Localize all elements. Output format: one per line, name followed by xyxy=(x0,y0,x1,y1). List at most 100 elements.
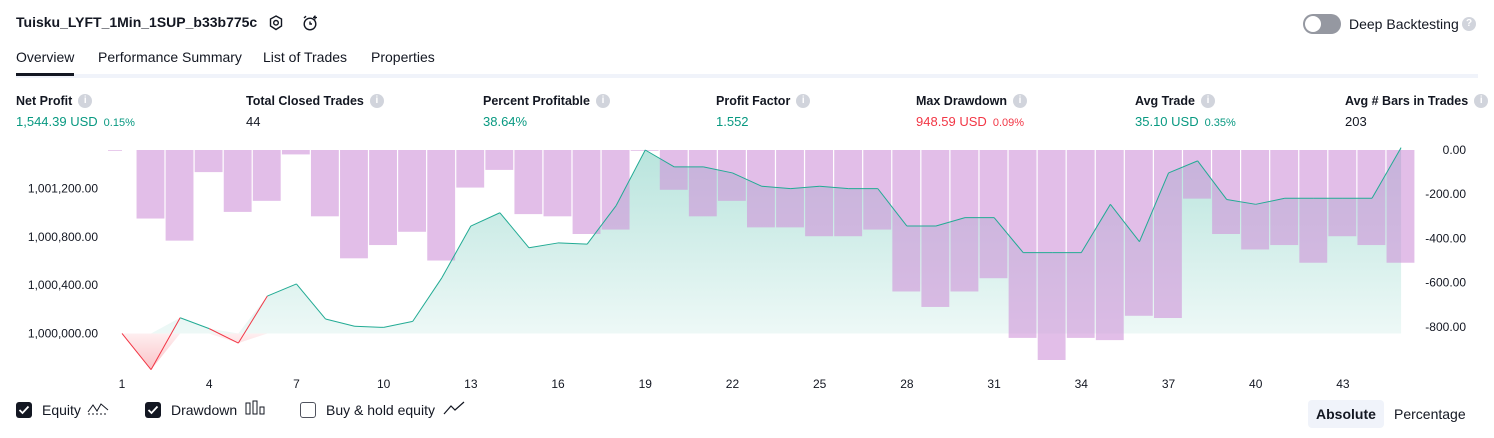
equity-segment xyxy=(528,242,559,249)
equity-segment xyxy=(150,317,181,370)
drawdown-bar xyxy=(1212,150,1240,234)
x-tick-label: 28 xyxy=(900,377,914,390)
metric-percent: 0.15% xyxy=(103,117,135,129)
deep-backtesting-toggle[interactable] xyxy=(1303,14,1341,34)
tab-bar: Overview Performance Summary List of Tra… xyxy=(16,46,1478,78)
equity-segment xyxy=(441,225,472,279)
info-icon[interactable]: i xyxy=(78,94,93,108)
buy-hold-checkbox[interactable] xyxy=(300,401,316,418)
tab-list-of-trades[interactable]: List of Trades xyxy=(263,49,348,65)
metric-value: 35.10 USD xyxy=(1135,114,1199,129)
drawdown-bar xyxy=(892,150,921,292)
percentage-mode-button[interactable]: Percentage xyxy=(1394,406,1466,422)
equity-checkbox[interactable] xyxy=(16,401,32,418)
left-tick-label: 1,000,000.00 xyxy=(28,326,98,340)
drawdown-bar xyxy=(1241,150,1270,250)
info-icon[interactable]: i xyxy=(796,94,811,108)
drawdown-bar xyxy=(572,150,601,234)
metric-value: 1.552 xyxy=(716,114,749,129)
drawdown-bar xyxy=(398,150,427,232)
equity-segment xyxy=(761,185,791,190)
equity-segment xyxy=(296,283,326,320)
add-alert-icon[interactable] xyxy=(299,12,321,34)
settings-icon[interactable] xyxy=(265,12,287,34)
x-axis: 1 4 7 10 13 16 19 22 25 28 31 34 37 40 43 xyxy=(119,377,1350,390)
drawdown-bar xyxy=(1299,150,1328,263)
equity-line-icon xyxy=(87,400,109,419)
tab-overview[interactable]: Overview xyxy=(16,49,75,76)
metric-percent: 0.35% xyxy=(1204,117,1236,129)
drawdown-bar xyxy=(921,150,950,307)
legend-label: Drawdown xyxy=(171,401,238,418)
drawdown-bar xyxy=(805,150,834,237)
right-tick-label: -600.00 xyxy=(1425,276,1466,290)
x-tick-label: 31 xyxy=(987,377,1001,390)
help-icon[interactable]: ? xyxy=(1462,17,1476,31)
legend-label: Buy & hold equity xyxy=(326,401,435,418)
x-tick-label: 40 xyxy=(1249,377,1263,390)
drawdown-bar xyxy=(369,150,397,246)
info-icon[interactable]: i xyxy=(1474,94,1489,108)
drawdown-bar xyxy=(659,150,688,190)
info-icon[interactable]: i xyxy=(1200,94,1215,108)
equity-segment xyxy=(354,325,384,328)
metric-avg-trade: Avg Trade i 35.10 USD 0.35% xyxy=(1135,94,1236,129)
equity-segment xyxy=(703,166,733,174)
drawdown-bar xyxy=(1183,150,1211,199)
drawdown-bar xyxy=(1037,150,1066,360)
legend-buy-hold[interactable]: Buy & hold equity xyxy=(300,400,465,419)
x-tick-label: 19 xyxy=(639,377,653,390)
drawdown-bar xyxy=(136,150,165,219)
x-tick-label: 37 xyxy=(1162,377,1176,390)
x-tick-label: 13 xyxy=(464,377,478,390)
metric-avg-bars-in-trades: Avg # Bars in Trades i 203 xyxy=(1345,94,1489,129)
x-tick-label: 1 xyxy=(119,377,126,390)
left-tick-label: 1,000,400.00 xyxy=(28,278,98,292)
equity-segment xyxy=(237,295,268,344)
drawdown-bar xyxy=(281,150,310,155)
drawdown-bar xyxy=(834,150,863,237)
drawdown-bar xyxy=(194,150,223,173)
info-icon[interactable]: i xyxy=(369,94,384,108)
metric-label: Avg Trade xyxy=(1135,94,1195,108)
info-icon[interactable]: i xyxy=(1013,94,1027,108)
equity-segment xyxy=(412,277,443,322)
legend-drawdown[interactable]: Drawdown xyxy=(145,400,265,419)
x-tick-label: 4 xyxy=(206,377,213,390)
drawdown-bar xyxy=(1386,150,1415,263)
equity-segment xyxy=(267,283,297,297)
equity-segment xyxy=(325,318,355,327)
drawdown-bar xyxy=(979,150,1008,279)
drawdown-bar xyxy=(223,150,252,212)
tab-performance-summary[interactable]: Performance Summary xyxy=(98,49,242,65)
metric-value: 948.59 USD xyxy=(916,114,987,129)
right-tick-label: -200.00 xyxy=(1425,187,1466,201)
absolute-mode-button[interactable]: Absolute xyxy=(1308,400,1384,428)
metric-total-closed-trades: Total Closed Trades i 44 xyxy=(246,94,384,129)
drawdown-checkbox[interactable] xyxy=(145,401,161,418)
header-bar: Tuisku_LYFT_1Min_1SUP_b33b775c Deep Back… xyxy=(0,0,1494,46)
drawdown-bar xyxy=(543,150,572,217)
equity-segment xyxy=(470,212,501,227)
drawdown-bar xyxy=(1270,150,1299,246)
drawdown-bar xyxy=(1153,150,1182,318)
metric-percent-profitable: Percent Profitable i 38.64% xyxy=(483,94,610,129)
metric-label: Max Drawdown xyxy=(916,94,1007,108)
equity-segment xyxy=(1226,198,1256,205)
toggle-knob xyxy=(1305,16,1321,32)
right-tick-label: 0.00 xyxy=(1443,143,1467,157)
equity-segment xyxy=(877,188,908,227)
legend-equity[interactable]: Equity xyxy=(16,400,109,419)
drawdown-bars xyxy=(108,150,1415,360)
strategy-title: Tuisku_LYFT_1Min_1SUP_b33b775c xyxy=(16,14,258,30)
equity-segment xyxy=(499,212,530,249)
info-icon[interactable]: i xyxy=(595,94,610,108)
tab-properties[interactable]: Properties xyxy=(371,49,435,65)
equity-segment xyxy=(645,149,675,168)
equity-line xyxy=(121,147,1402,370)
equity-drawdown-chart[interactable]: 1,000,000.00 1,000,400.00 1,000,800.00 1,00… xyxy=(0,138,1494,390)
drawdown-bar xyxy=(717,150,746,201)
metric-value: 203 xyxy=(1345,114,1367,129)
drawdown-bar xyxy=(485,150,514,170)
right-tick-label: -400.00 xyxy=(1425,231,1466,245)
